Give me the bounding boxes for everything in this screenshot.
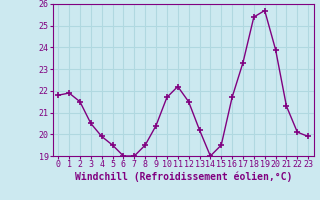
X-axis label: Windchill (Refroidissement éolien,°C): Windchill (Refroidissement éolien,°C) (75, 172, 292, 182)
